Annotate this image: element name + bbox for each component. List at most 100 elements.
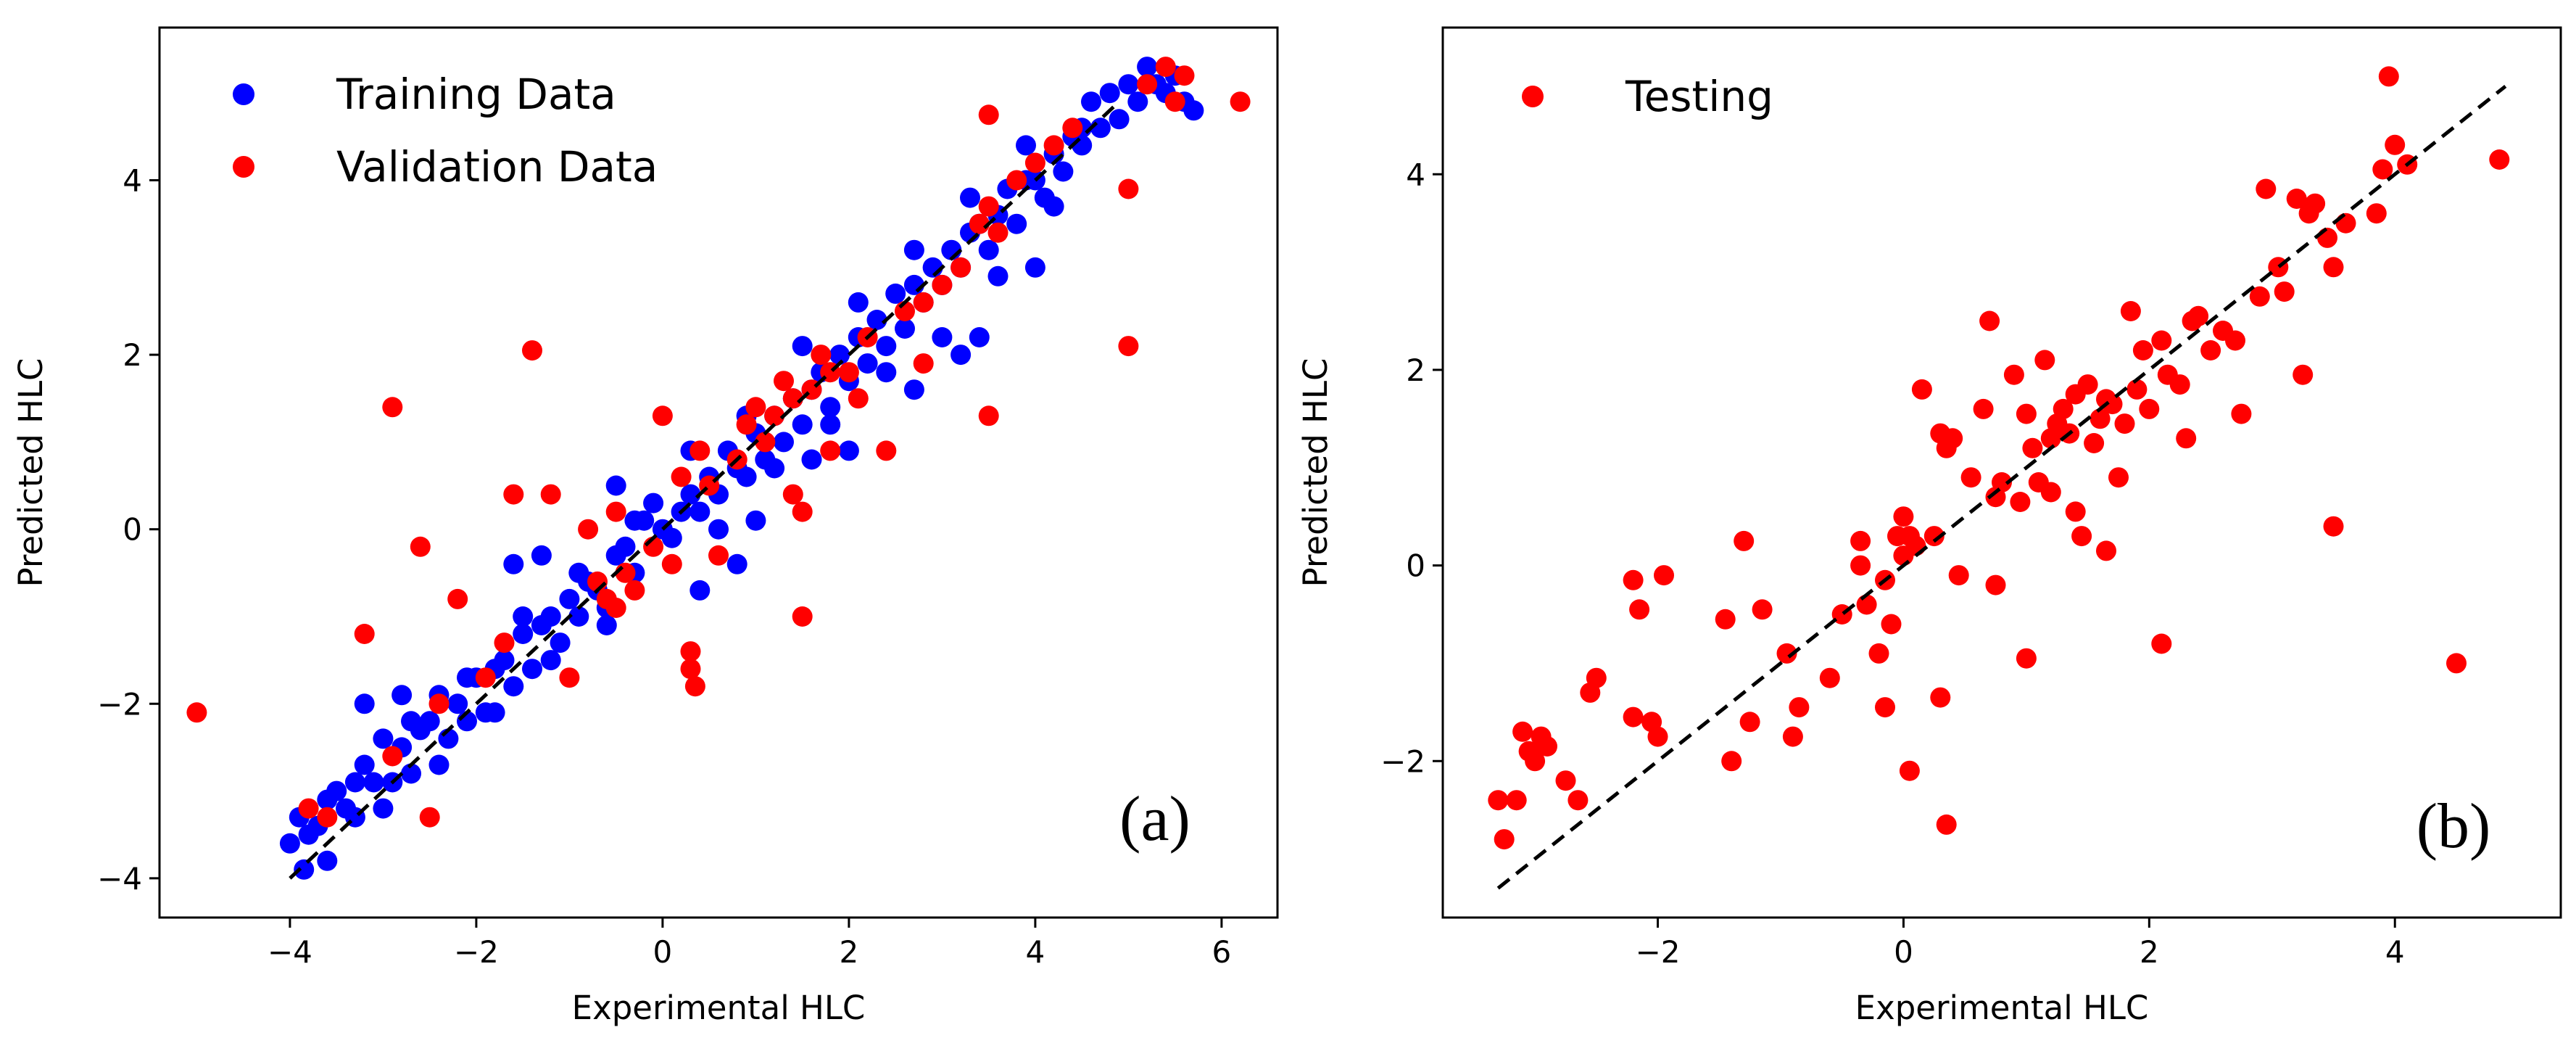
validation-data-point-46	[932, 274, 953, 295]
testing-point-89	[2305, 193, 2326, 214]
testing-point-61	[2077, 374, 2098, 395]
testing-point-2	[1506, 790, 1527, 811]
training-data-point-98	[1183, 100, 1204, 121]
testing-point-54	[2034, 350, 2055, 371]
x-tick-label: −2	[1636, 934, 1681, 970]
validation-data-point-57	[1137, 74, 1158, 95]
testing-point-69	[2126, 379, 2148, 400]
training-data-point-120	[932, 327, 953, 347]
training-data-point-24	[494, 650, 515, 671]
testing-point-71	[2139, 398, 2160, 419]
panel-b-ticks: −2 0 2 4 −2 0 2 4	[1380, 157, 2405, 970]
validation-data-point-66	[605, 598, 626, 618]
testing-point-95	[2378, 66, 2399, 87]
validation-data-point-59	[1164, 91, 1185, 112]
validation-data-point-32	[755, 432, 776, 453]
testing-point-24	[1782, 726, 1803, 747]
testing-point-78	[2200, 340, 2221, 360]
training-data-point-65	[876, 336, 897, 357]
training-data-point-56	[792, 414, 813, 435]
training-data-point-106	[513, 606, 534, 627]
training-data-point-139	[745, 510, 766, 531]
training-data-point-11	[373, 728, 394, 749]
validation-data-point-38	[811, 345, 832, 366]
testing-point-66	[2108, 467, 2129, 488]
training-data-point-107	[540, 650, 561, 671]
validation-data-point-48	[969, 213, 990, 234]
testing-point-74	[2169, 374, 2190, 395]
testing-point-92	[2335, 213, 2356, 234]
validation-data-point-53	[1043, 135, 1064, 156]
legend-label-validation-data: Validation Data	[336, 142, 658, 191]
training-data-point-100	[344, 772, 365, 793]
training-data-point-138	[503, 553, 524, 574]
validation-data-point-40	[838, 362, 859, 383]
testing-point-65	[2102, 394, 2123, 415]
training-data-point-118	[876, 362, 897, 383]
validation-data-point-50	[987, 222, 1009, 243]
validation-data-point-58	[1155, 57, 1176, 78]
training-data-point-136	[951, 345, 972, 366]
validation-data-point-70	[978, 104, 999, 125]
testing-point-49	[2003, 364, 2024, 385]
training-data-point-112	[708, 519, 729, 540]
training-data-point-84	[1053, 161, 1074, 182]
validation-data-point-11	[503, 484, 524, 505]
testing-point-86	[2286, 189, 2307, 209]
validation-data-point-36	[792, 501, 813, 522]
panel-b-reference-line	[1496, 84, 2507, 890]
x-tick-label: −2	[454, 934, 499, 970]
testing-point-68	[2120, 301, 2141, 321]
training-data-point-135	[801, 449, 822, 470]
validation-data-point-30	[736, 414, 757, 435]
y-tick-label: 2	[1406, 353, 1425, 388]
validation-data-point-13	[540, 484, 561, 505]
x-tick-label: 0	[653, 934, 673, 970]
validation-data-point-60	[1174, 65, 1195, 86]
testing-point-70	[2132, 340, 2153, 360]
training-data-point-6	[326, 780, 347, 801]
training-data-point-123	[1016, 135, 1036, 156]
training-data-point-89	[1099, 83, 1120, 104]
y-tick-label: 4	[1406, 157, 1425, 192]
panel-a-x-axis-label: Experimental HLC	[572, 989, 866, 1027]
x-tick-label: 6	[1212, 934, 1232, 970]
panel-a-data-points	[186, 57, 1251, 880]
x-tick-label: 2	[2140, 934, 2159, 970]
testing-point-80	[2225, 330, 2245, 351]
y-tick-label: −2	[97, 686, 142, 722]
validation-data-point-43	[876, 440, 897, 461]
testing-point-96	[2385, 134, 2406, 155]
training-data-point-14	[401, 763, 421, 784]
validation-data-point-6	[419, 807, 440, 828]
testing-point-7	[1537, 736, 1557, 757]
testing-point-23	[1776, 643, 1797, 664]
validation-data-point-3	[354, 624, 375, 644]
testing-point-82	[2249, 286, 2270, 307]
x-tick-label: 4	[1026, 934, 1045, 970]
validation-data-point-20	[624, 580, 645, 601]
training-data-point-122	[987, 265, 1009, 287]
panel-b-chart: −2 0 2 4 −2 0 2 4 Experimental HLC Predicted HL…	[1296, 26, 2562, 1027]
testing-point-34	[1893, 506, 1914, 527]
y-tick-label: −2	[1380, 743, 1425, 779]
testing-point-104	[2096, 540, 2116, 561]
testing-point-81	[2231, 403, 2252, 424]
testing-point-57	[2053, 398, 2074, 419]
testing-point-48	[1992, 472, 2012, 492]
training-data-point-0	[279, 833, 300, 854]
testing-point-72	[2151, 330, 2172, 351]
training-data-point-44	[680, 484, 701, 505]
training-data-point-60	[829, 345, 850, 366]
validation-data-point-52	[1024, 152, 1045, 173]
validation-data-point-0	[186, 702, 207, 723]
testing-point-109	[2065, 501, 2086, 522]
testing-point-77	[2188, 305, 2209, 326]
testing-point-38	[1911, 379, 1932, 400]
validation-data-point-33	[764, 405, 785, 426]
training-data-point-76	[978, 239, 999, 260]
legend-marker-training-data	[233, 83, 254, 105]
validation-data-point-14	[559, 667, 580, 688]
panel-a-reference-line	[289, 100, 1121, 880]
